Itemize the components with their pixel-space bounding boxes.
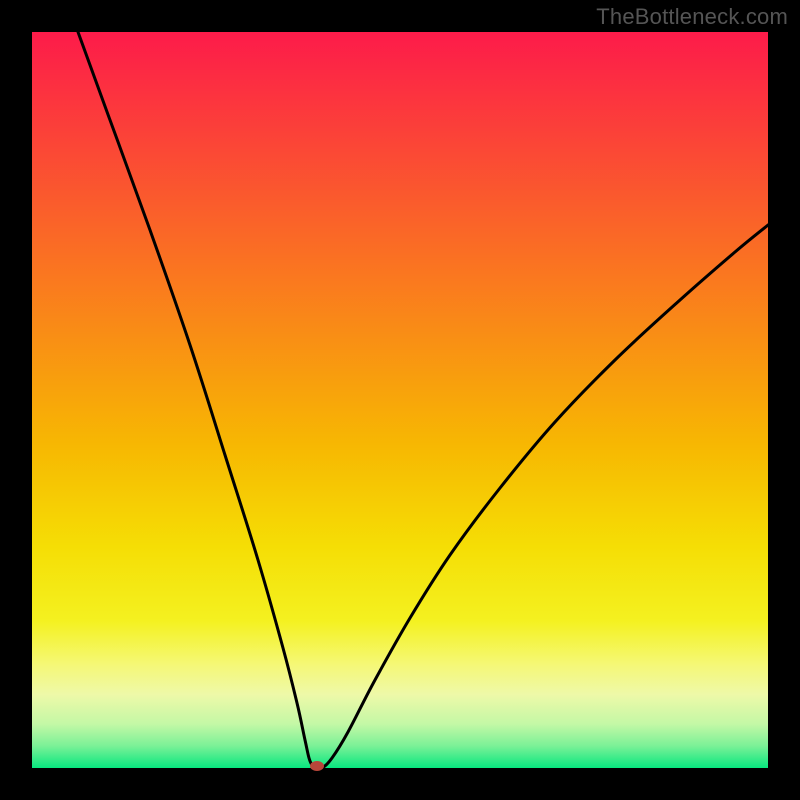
bottleneck-curve-chart <box>0 0 800 800</box>
chart-container: TheBottleneck.com <box>0 0 800 800</box>
optimum-marker <box>310 761 324 771</box>
watermark-text: TheBottleneck.com <box>596 4 788 30</box>
plot-area <box>32 32 768 768</box>
